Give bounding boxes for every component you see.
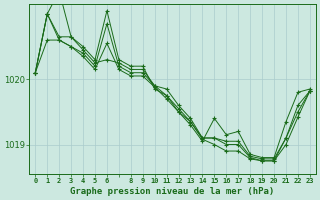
X-axis label: Graphe pression niveau de la mer (hPa): Graphe pression niveau de la mer (hPa) bbox=[70, 187, 275, 196]
